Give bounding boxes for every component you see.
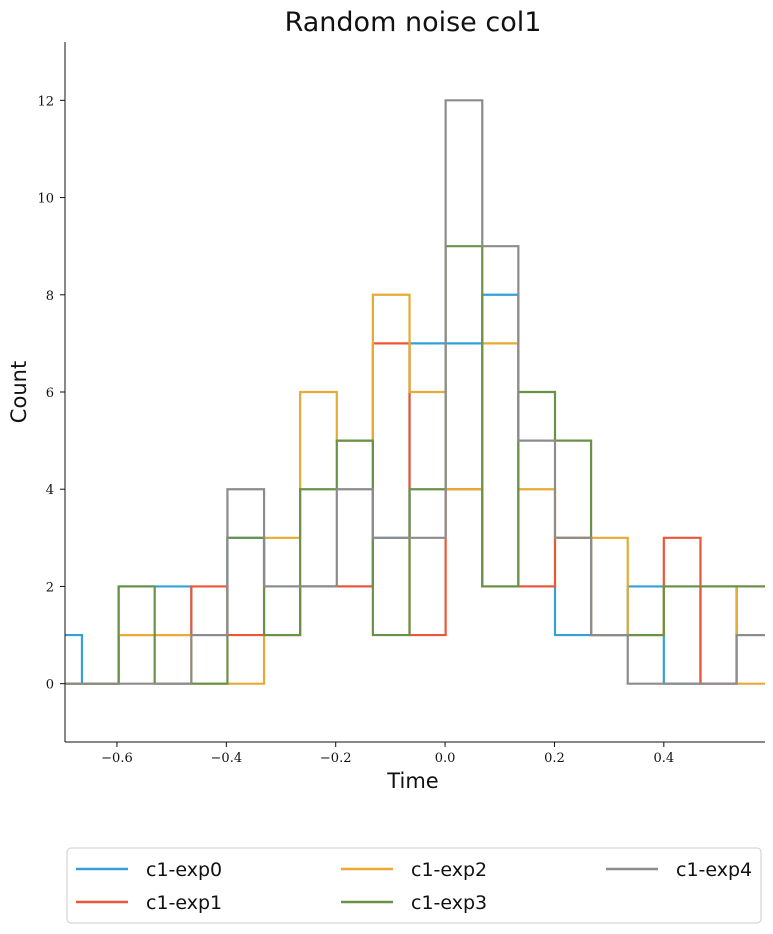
x-tick-label: −0.6	[101, 751, 133, 766]
legend-label: c1-exp2	[411, 859, 487, 881]
y-tick-label: 0	[46, 678, 54, 693]
x-tick-label: 0.4	[653, 751, 674, 766]
legend-item-c1-exp1: c1-exp1	[76, 892, 222, 914]
series-c1-exp4	[65, 99, 765, 685]
x-axis-label: Time	[386, 769, 438, 793]
series-c1-exp1	[65, 342, 765, 685]
y-tick-label: 8	[46, 289, 54, 304]
y-tick-label: 4	[46, 483, 54, 498]
x-tick-label: 0.0	[435, 751, 456, 766]
x-tick-label: −0.2	[320, 751, 352, 766]
x-tick-label: 0.2	[544, 751, 565, 766]
series-layer	[65, 99, 765, 685]
legend-item-c1-exp2: c1-exp2	[341, 859, 487, 881]
legend-label: c1-exp3	[411, 892, 487, 914]
y-tick-label: 2	[46, 580, 54, 595]
legend-item-c1-exp0: c1-exp0	[76, 859, 222, 881]
legend-item-c1-exp4: c1-exp4	[606, 859, 752, 881]
legend-label: c1-exp0	[146, 859, 222, 881]
y-ticks: 0 2 4 6 8 10 12	[37, 94, 65, 693]
x-tick-label: −0.4	[211, 751, 243, 766]
legend-frame	[66, 847, 762, 924]
y-tick-label: 6	[46, 386, 54, 401]
legend-label: c1-exp4	[676, 859, 752, 881]
histogram-step-line	[65, 99, 765, 685]
histogram-step-line	[65, 342, 765, 685]
y-tick-label: 12	[37, 94, 54, 109]
x-ticks: −0.6 −0.4 −0.2 0.0 0.2 0.4	[101, 742, 674, 766]
y-tick-label: 10	[37, 192, 54, 207]
legend-item-c1-exp3: c1-exp3	[341, 892, 487, 914]
legend-label: c1-exp1	[146, 892, 222, 914]
chart-title: Random noise col1	[285, 7, 542, 38]
y-axis-label: Count	[7, 361, 31, 423]
legend: c1-exp0 c1-exp1 c1-exp2 c1-exp3 c1-exp4	[66, 847, 762, 924]
